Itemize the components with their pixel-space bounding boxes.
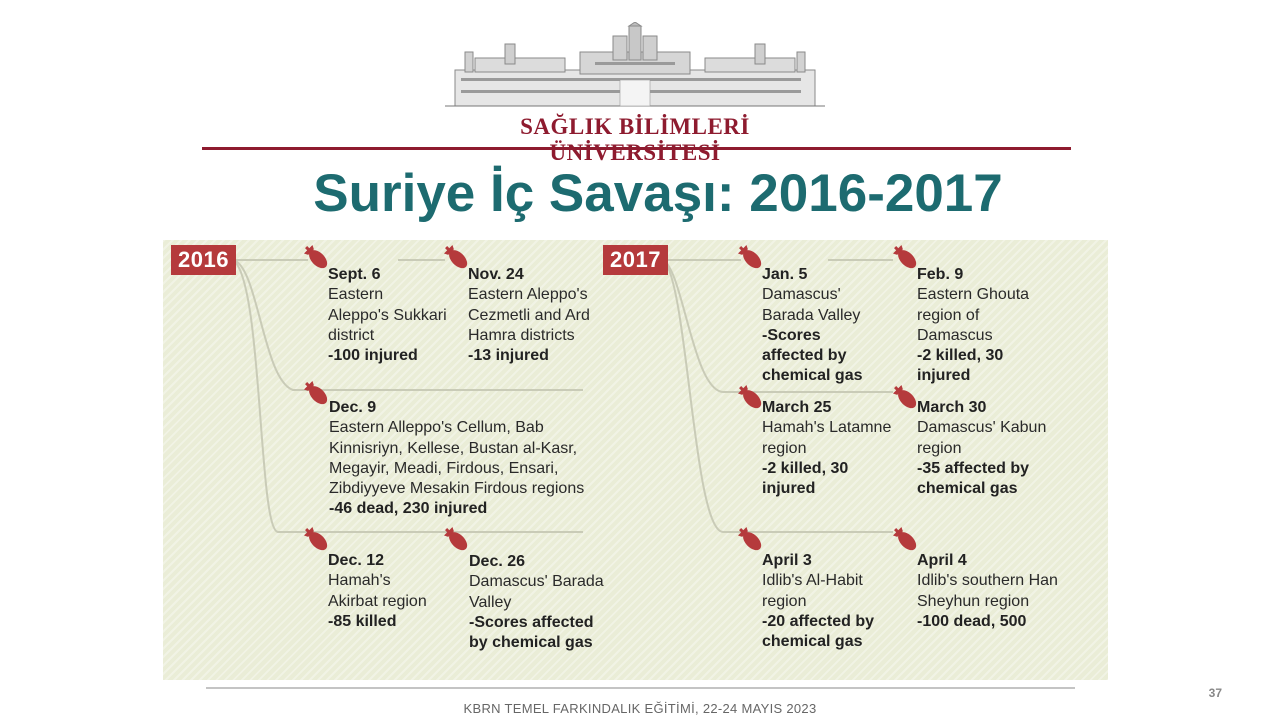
- university-logo: SAĞLIK BİLİMLERİ ÜNİVERSİTESİ: [445, 22, 825, 165]
- event-location: Idlib's Al-Habit region: [762, 572, 863, 610]
- bomb-icon: [735, 240, 765, 274]
- timeline-panel: 2016 2017 Sept. 6 Eastern Aleppo's Sukkar…: [163, 240, 1108, 680]
- bomb-icon: [441, 240, 471, 274]
- event-date: Nov. 24: [468, 266, 524, 283]
- timeline-event-feb-9: Feb. 9 Eastern Ghouta region of Damascus -…: [917, 265, 1077, 387]
- footer-divider: [206, 687, 1075, 689]
- event-impact: -100 injured: [328, 347, 418, 365]
- timeline-event-dec-12: Dec. 12 Hamah's Akirbat region -85 killed: [328, 551, 468, 632]
- event-location: Damascus' Kabun region: [917, 419, 1047, 457]
- event-location: Eastern Aleppo's Cezmetli and Ard Hamra di…: [468, 286, 590, 344]
- event-location: Eastern Aleppo's Sukkari district: [328, 286, 447, 344]
- event-date: March 25: [762, 399, 832, 416]
- timeline-event-march-30: March 30 Damascus' Kabun region -35 affec…: [917, 398, 1077, 499]
- year-label-2017: 2017: [603, 245, 668, 275]
- event-date: April 3: [762, 552, 812, 569]
- event-date: April 4: [917, 552, 967, 569]
- event-location: Hamah's Latamne region: [762, 419, 892, 457]
- event-impact: -35 affected by chemical gas: [917, 459, 1030, 498]
- year-label-2016: 2016: [171, 245, 236, 275]
- bomb-icon: [301, 522, 331, 556]
- event-impact: -2 killed, 30 injured: [917, 347, 1004, 385]
- event-location: Damascus' Barada Valley: [469, 573, 604, 611]
- timeline-event-march-25: March 25 Hamah's Latamne region -2 killed…: [762, 398, 912, 499]
- event-date: Jan. 5: [762, 266, 808, 283]
- event-impact: -Scores affected by chemical gas: [469, 613, 594, 652]
- timeline-connectors: [232, 259, 893, 533]
- event-date: Dec. 26: [469, 553, 526, 570]
- timeline-event-dec-9: Dec. 9 Eastern Alleppo's Cellum, Bab Kinn…: [329, 398, 609, 520]
- event-impact: -13 injured: [468, 347, 549, 365]
- bomb-icon: [890, 240, 920, 274]
- event-location: Eastern Alleppo's Cellum, Bab Kinnisriyn,…: [329, 419, 585, 498]
- university-name: SAĞLIK BİLİMLERİ ÜNİVERSİTESİ: [520, 114, 750, 165]
- event-impact: -20 affected by chemical gas: [762, 612, 875, 651]
- timeline-event-jan-5: Jan. 5 Damascus' Barada Valley -Scores aff…: [762, 265, 902, 387]
- event-date: Dec. 12: [328, 552, 385, 569]
- bomb-icon: [301, 376, 331, 410]
- event-impact: -Scores affected by chemical gas: [762, 326, 863, 385]
- event-date: Dec. 9: [329, 399, 377, 416]
- building-illustration: [445, 22, 825, 107]
- event-date: Sept. 6: [328, 266, 381, 283]
- timeline-event-dec-26: Dec. 26 Damascus' Barada Valley -Scores a…: [469, 552, 619, 653]
- event-impact: -2 killed, 30 injured: [762, 459, 849, 498]
- event-date: March 30: [917, 399, 987, 416]
- event-impact: -100 dead, 500: [917, 612, 1027, 630]
- bomb-icon: [890, 522, 920, 556]
- slide-title: Suriye İç Savaşı: 2016-2017: [313, 164, 1003, 223]
- footer-text: KBRN TEMEL FARKINDALIK EĞİTİMİ, 22-24 MA…: [463, 701, 817, 716]
- page-number: 37: [1208, 686, 1222, 700]
- event-location: Eastern Ghouta region of Damascus: [917, 286, 1030, 344]
- bomb-icon: [890, 380, 920, 414]
- bomb-icon: [735, 522, 765, 556]
- bomb-icon: [735, 380, 765, 414]
- header-divider: [202, 147, 1071, 150]
- event-impact: -46 dead, 230 injured: [329, 500, 488, 518]
- event-location: Hamah's Akirbat region: [328, 572, 427, 610]
- bomb-icon: [301, 240, 331, 274]
- event-date: Feb. 9: [917, 266, 964, 283]
- event-location: Idlib's southern Han Sheyhun region: [917, 572, 1058, 610]
- timeline-event-nov-24: Nov. 24 Eastern Aleppo's Cezmetli and Ard…: [468, 265, 618, 366]
- timeline-event-sept-6: Sept. 6 Eastern Aleppo's Sukkari district …: [328, 265, 468, 366]
- event-location: Damascus' Barada Valley: [762, 286, 861, 324]
- event-impact: -85 killed: [328, 612, 397, 630]
- timeline-event-april-4: April 4 Idlib's southern Han Sheyhun regi…: [917, 551, 1097, 632]
- bomb-icon: [441, 522, 471, 556]
- timeline-event-april-3: April 3 Idlib's Al-Habit region -20 affec…: [762, 551, 912, 652]
